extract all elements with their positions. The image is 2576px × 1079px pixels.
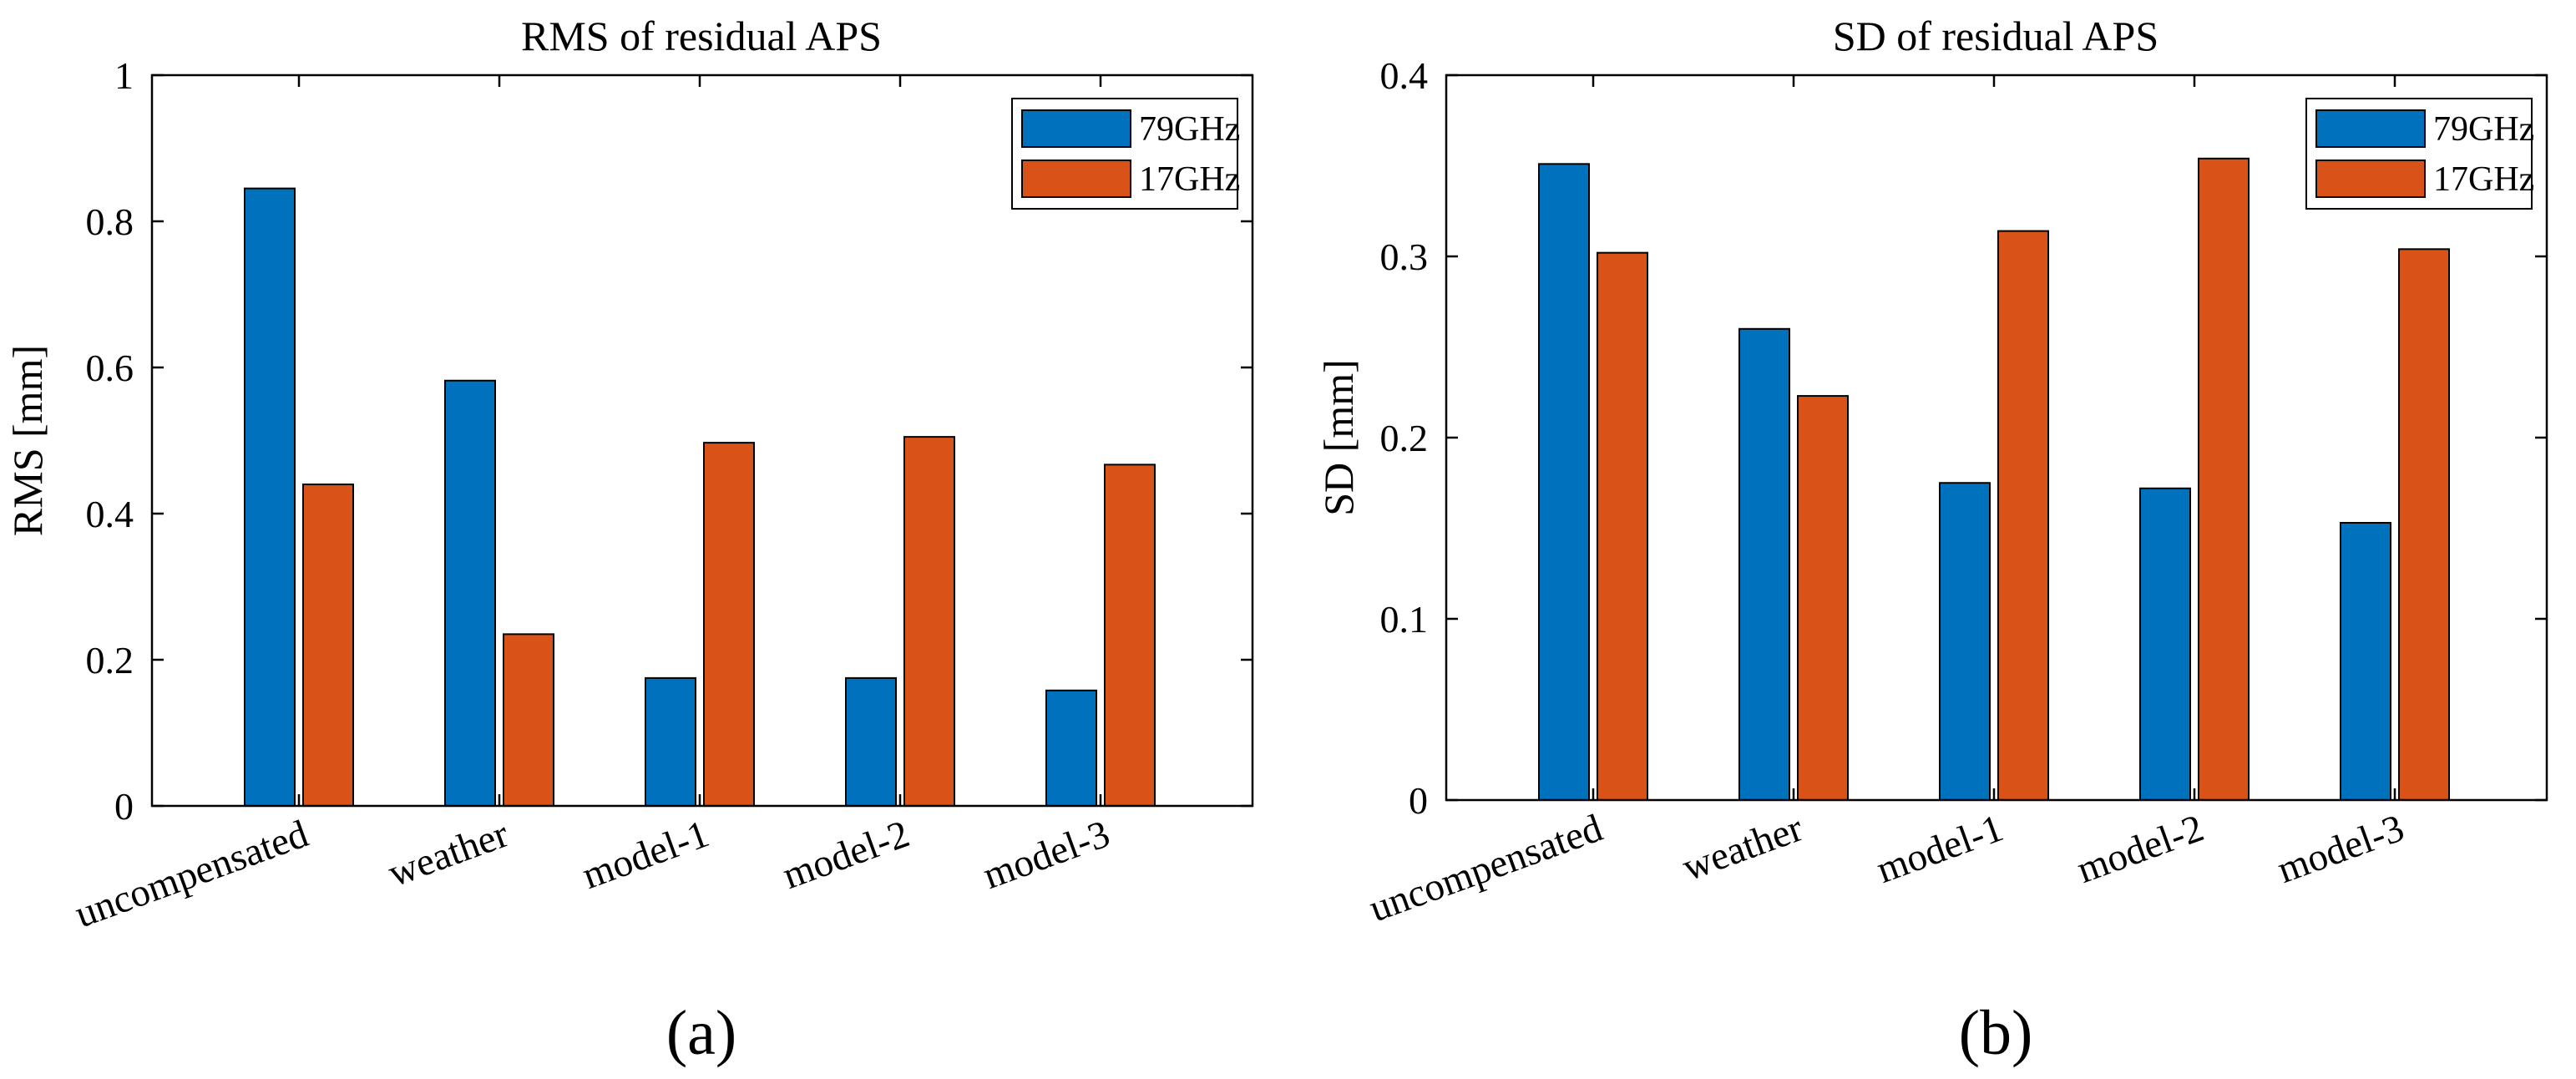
y-tick-label: 0.6: [86, 347, 134, 389]
x-tick-label: model-3: [2272, 806, 2410, 891]
bar-79GHz-model-1: [645, 676, 696, 807]
y-tick-label: 0: [1409, 779, 1428, 822]
bar-79GHz-weather: [1738, 327, 1790, 801]
bar-79GHz-uncompensated: [244, 187, 296, 807]
legend-label-17GHz: 17GHz: [2433, 160, 2534, 199]
x-tick-label: model-1: [1871, 806, 2009, 891]
y-tick-label: 0.1: [1380, 598, 1429, 641]
x-tick-label: model-2: [777, 812, 915, 897]
y-tick-label: 0.4: [1380, 54, 1429, 97]
chart-title: SD of residual APS: [1833, 13, 2158, 59]
bar-17GHz-weather: [1797, 395, 1849, 801]
chart-title: RMS of residual APS: [521, 13, 882, 59]
y-tick-label: 0: [114, 785, 134, 828]
bar-79GHz-uncompensated: [1538, 163, 1590, 801]
y-tick-label: 0.2: [86, 639, 134, 681]
y-tick-label: 1: [114, 54, 134, 97]
x-tick-label: weather: [382, 812, 514, 895]
panel-a: RMS of residual APS RMS [mm] 0 0.2 0.4 0.6 0.8…: [4, 13, 1254, 1068]
legend: 79GHz 17GHz: [1011, 98, 1240, 210]
bar-79GHz-model-2: [845, 676, 897, 807]
bar-79GHz-model-1: [1939, 482, 1991, 801]
bar-17GHz-uncompensated: [302, 484, 354, 807]
legend-swatch-79GHz: [1021, 109, 1131, 148]
bar-17GHz-model-1: [703, 442, 755, 807]
bar-17GHz-model-3: [1104, 464, 1156, 807]
y-axis-label: SD [mm]: [1315, 359, 1362, 516]
panel-b: SD of residual APS SD [mm] 0 0.1 0.2 0.3 0.4 un…: [1315, 13, 2548, 1068]
y-axis-label: RMS [mm]: [4, 345, 51, 536]
x-tick-label: uncompensated: [69, 812, 314, 936]
bar-17GHz-model-2: [903, 436, 955, 807]
y-tick-label: 0.2: [1380, 417, 1429, 459]
bar-79GHz-model-3: [1045, 689, 1097, 807]
plot-frame: [150, 73, 1254, 808]
legend: 79GHz 17GHz: [2305, 98, 2534, 210]
x-tick-label: weather: [1677, 806, 1809, 889]
panel-label: (a): [666, 998, 736, 1068]
x-tick-label: model-2: [2072, 806, 2209, 891]
panel-label: (b): [1959, 998, 2033, 1068]
legend-label-17GHz: 17GHz: [1139, 160, 1240, 199]
legend-swatch-79GHz: [2315, 109, 2426, 148]
bar-79GHz-model-3: [2340, 521, 2391, 801]
y-tick-label: 0.8: [86, 200, 134, 243]
bar-17GHz-weather: [503, 633, 554, 807]
legend-swatch-17GHz: [1021, 160, 1131, 198]
bar-79GHz-model-2: [2139, 487, 2191, 801]
y-tick-label: 0.3: [1380, 236, 1429, 278]
bar-79GHz-weather: [444, 379, 496, 807]
y-tick-label: 0.4: [86, 493, 134, 535]
bar-17GHz-model-3: [2398, 248, 2450, 801]
legend-label-79GHz: 79GHz: [1139, 110, 1240, 149]
x-tick-label: model-3: [978, 812, 1116, 897]
bar-17GHz-uncompensated: [1597, 251, 1648, 802]
x-tick-label: uncompensated: [1364, 806, 1608, 930]
legend-label-79GHz: 79GHz: [2433, 110, 2534, 149]
bar-17GHz-model-1: [1997, 230, 2049, 801]
legend-swatch-17GHz: [2315, 160, 2426, 198]
bar-17GHz-model-2: [2198, 157, 2250, 801]
x-tick-label: model-1: [577, 812, 715, 897]
